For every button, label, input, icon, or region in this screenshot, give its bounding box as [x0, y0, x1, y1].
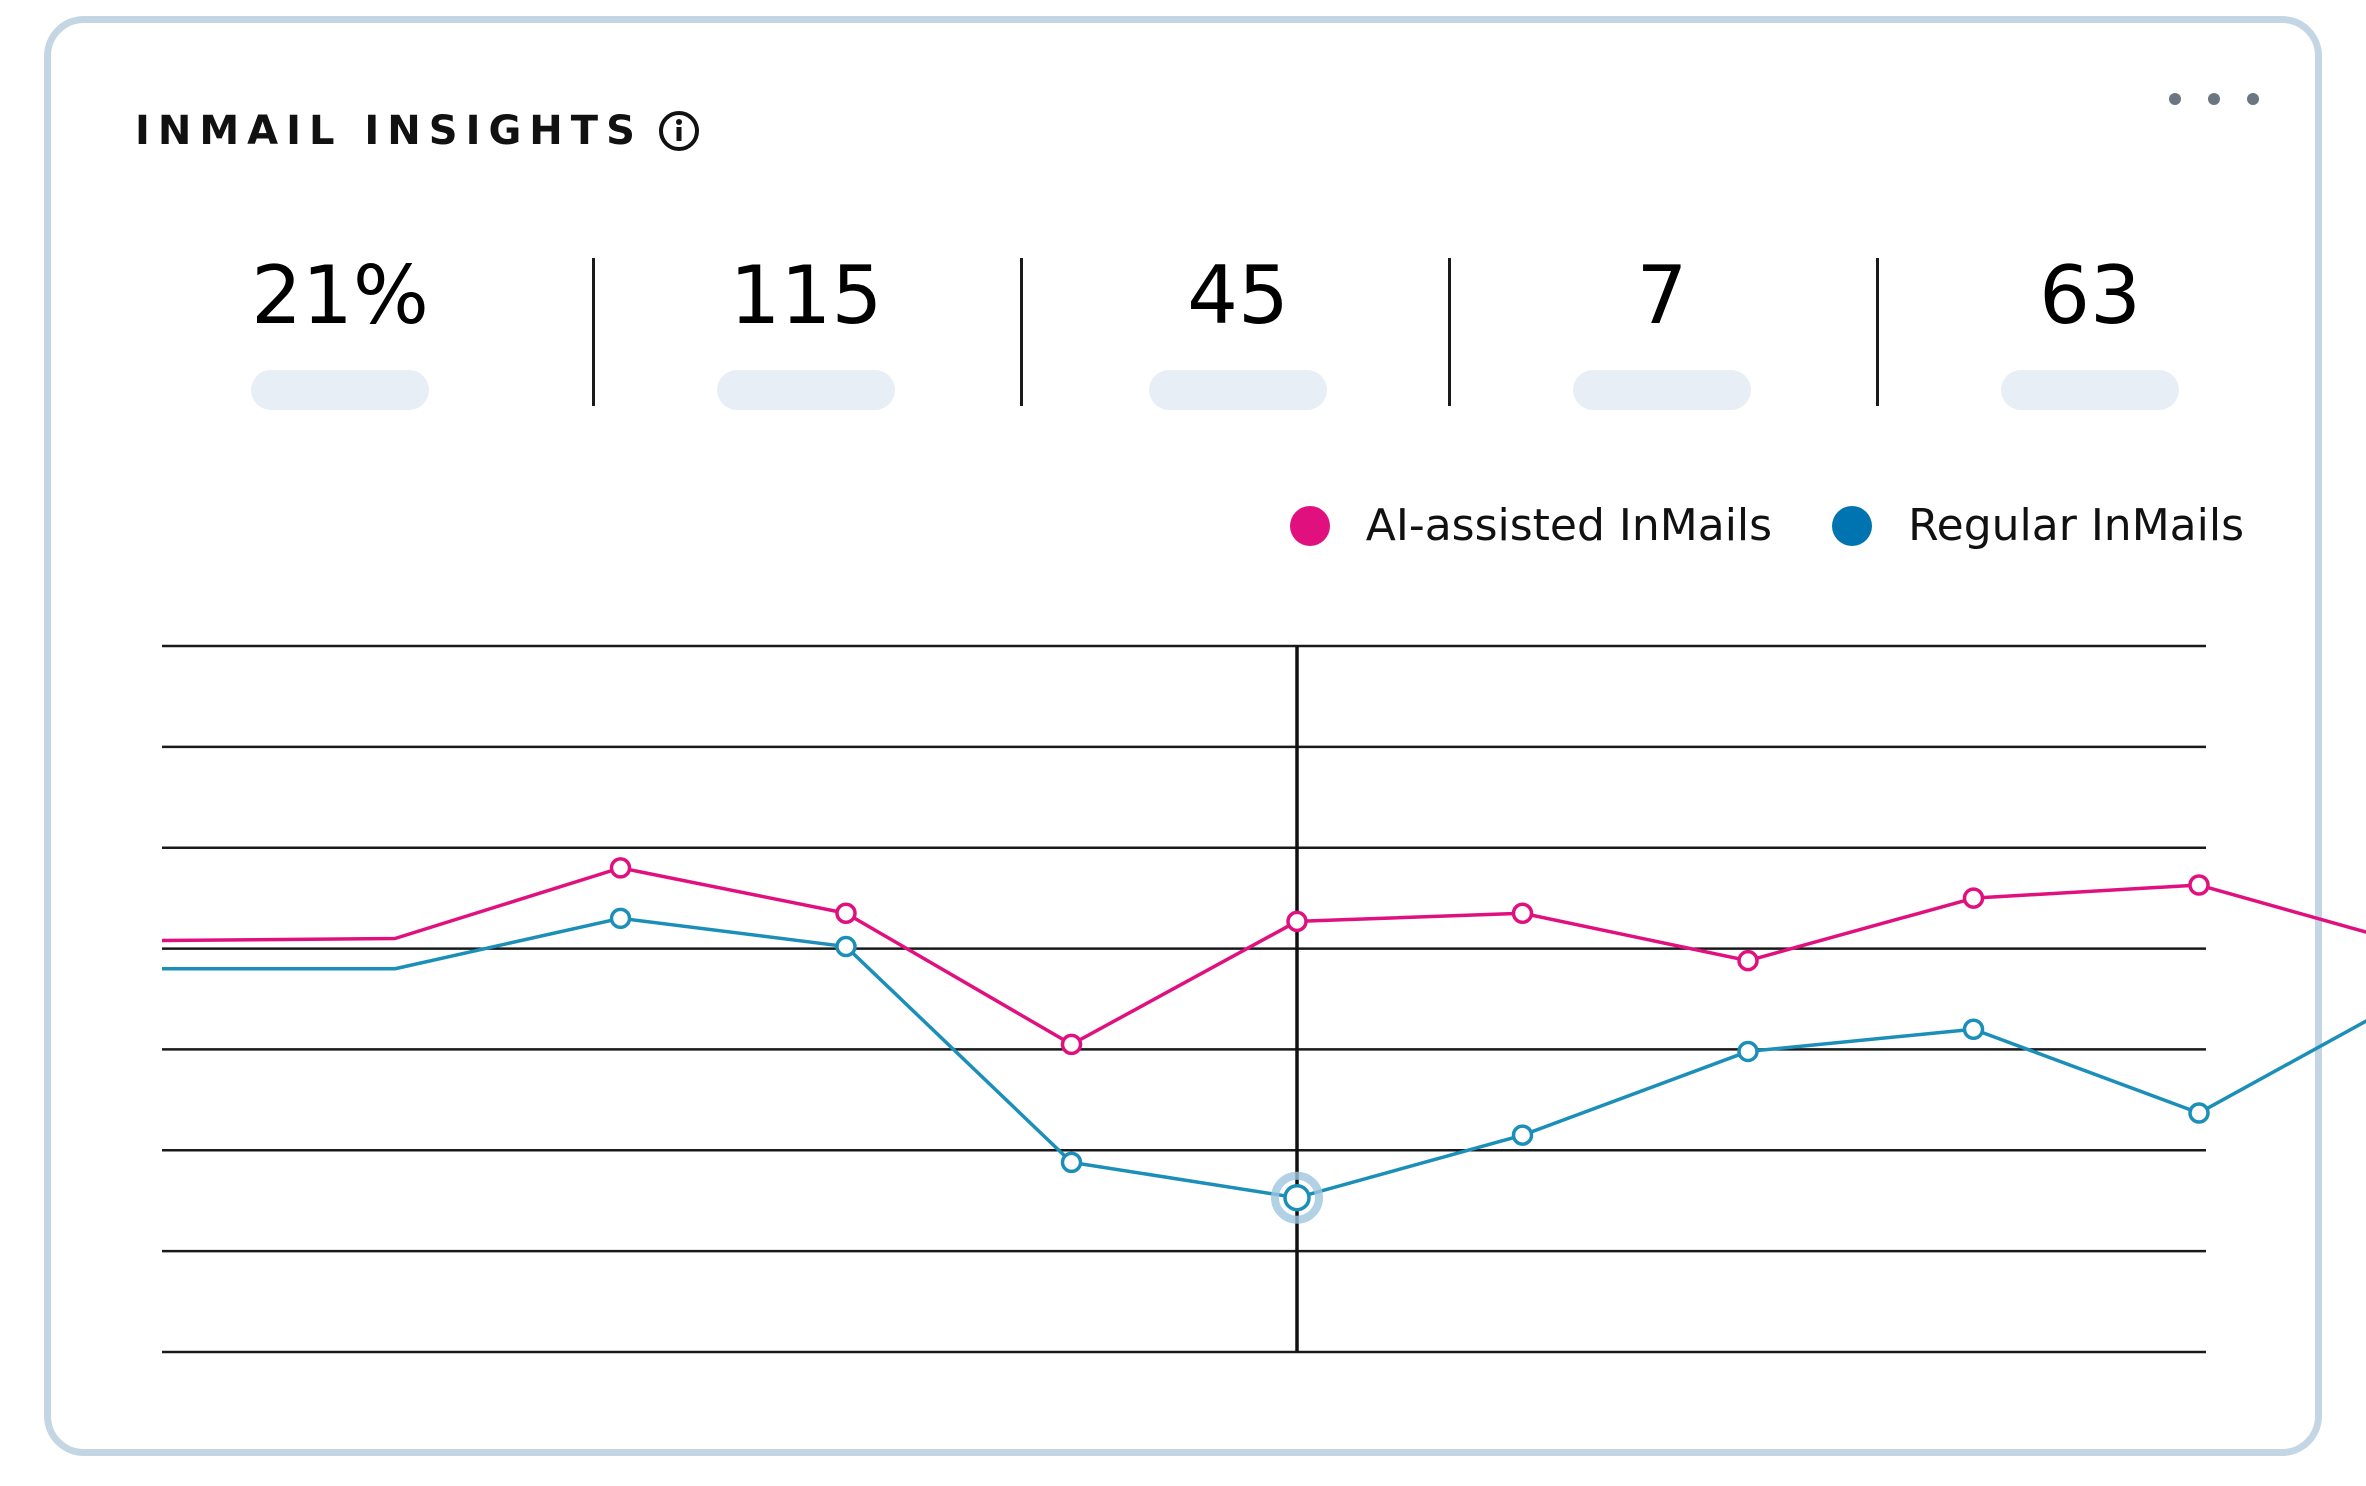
info-circle-icon[interactable]: [657, 109, 701, 153]
more-options-button[interactable]: [2169, 79, 2259, 119]
legend-swatch-ai-assisted: [1289, 506, 1330, 546]
data-point: [1060, 1151, 1083, 1174]
card-header: INMAIL INSIGHTS: [135, 109, 701, 153]
data-point: [1283, 1183, 1311, 1212]
legend-item-ai-assisted[interactable]: AI-assisted InMails: [1289, 500, 1773, 551]
data-point: [1962, 1018, 1985, 1041]
data-point: [609, 907, 632, 930]
legend-label: Regular InMails: [1908, 500, 2244, 551]
data-point: [2188, 874, 2210, 896]
inmail-insights-card: INMAIL INSIGHTS: [44, 16, 2322, 1456]
chart-legend: AI-assisted InMails Regular InMails: [1289, 500, 2244, 551]
more-horizontal-icon: [2169, 93, 2181, 105]
data-point: [1962, 887, 1985, 909]
data-point: [1511, 1124, 1534, 1146]
data-point: [1060, 1033, 1083, 1056]
legend-item-regular[interactable]: Regular InMails: [1832, 504, 2244, 548]
data-point: [835, 935, 857, 958]
data-point: [1737, 1040, 1759, 1063]
data-point: [1286, 910, 1308, 933]
menu-dot: [2247, 93, 2259, 105]
series-line-regular: [162, 916, 2366, 1200]
legend-swatch-regular: [1832, 506, 1873, 546]
data-point: [2188, 1102, 2210, 1124]
data-point-highlight-ring: [1271, 1171, 1323, 1224]
series-line-ai-assisted: [161, 866, 2366, 1047]
data-point: [609, 857, 632, 879]
legend-label: AI-assisted InMails: [1365, 500, 1773, 551]
data-point: [1511, 902, 1534, 925]
data-point: [1737, 949, 1759, 972]
data-point: [835, 902, 857, 925]
menu-dot: [2208, 93, 2220, 105]
card-title: INMAIL INSIGHTS: [135, 108, 643, 154]
